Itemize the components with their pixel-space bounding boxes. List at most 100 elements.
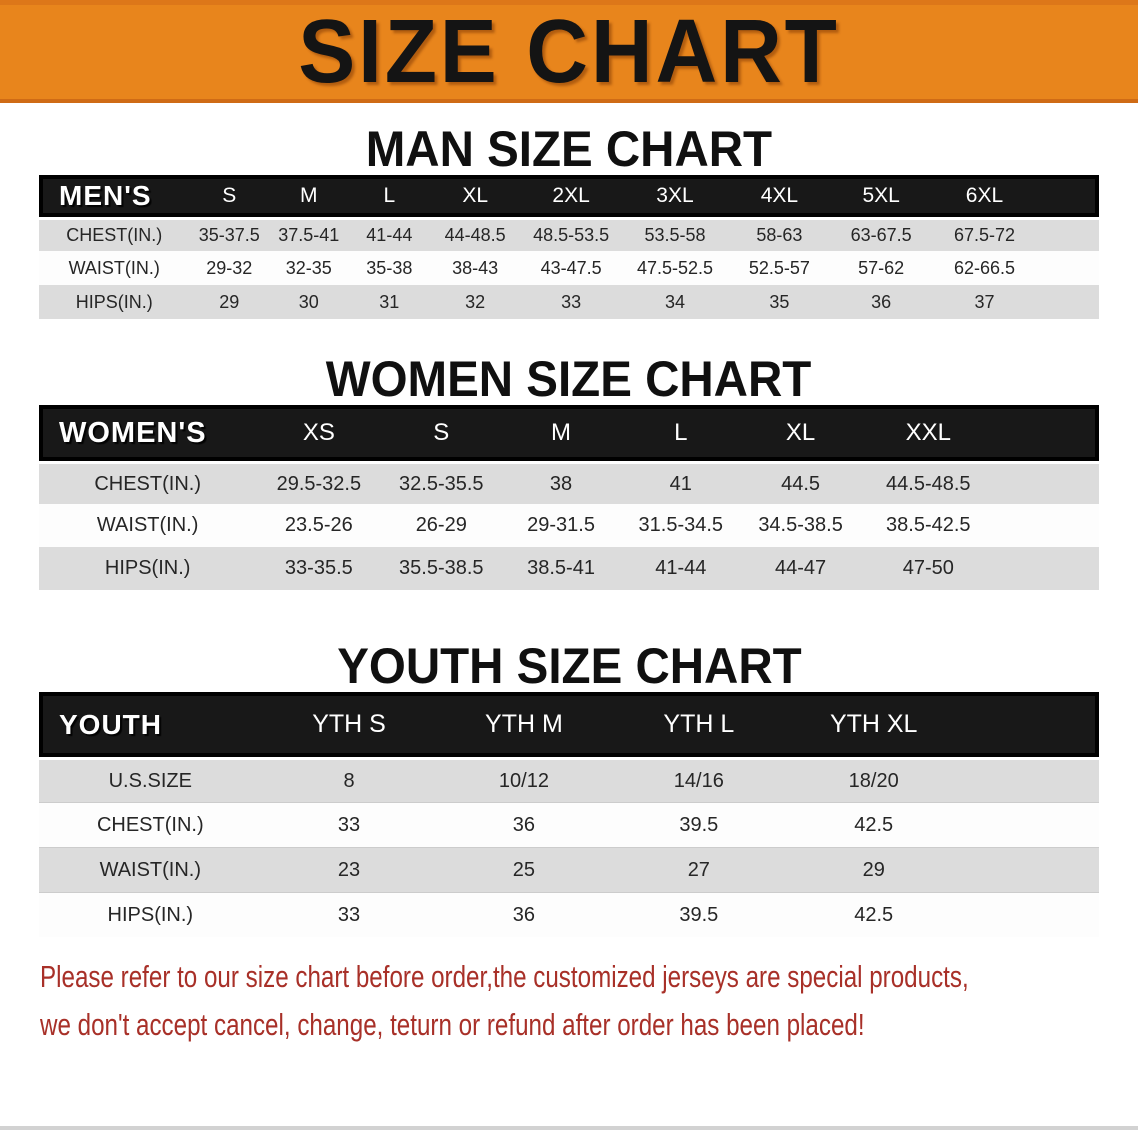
row-label: WAIST(IN.) xyxy=(39,504,257,547)
table-cell: 47-50 xyxy=(860,547,997,590)
youth-ussize-row: U.S.SIZE 8 10/12 14/16 18/20 xyxy=(39,757,1099,802)
row-label: CHEST(IN.) xyxy=(39,217,190,251)
youth-col-header: YTH S xyxy=(261,692,437,757)
table-cell: 57-62 xyxy=(830,251,932,285)
row-label: HIPS(IN.) xyxy=(39,547,257,590)
table-cell: 34 xyxy=(621,285,728,319)
table-cell: 27 xyxy=(611,847,787,892)
men-col-header: 6XL xyxy=(931,175,1038,217)
women-col-header: XXL xyxy=(860,405,997,461)
men-col-header: L xyxy=(348,175,431,217)
spacer-cell xyxy=(1037,217,1099,251)
table-cell: 33 xyxy=(261,892,437,937)
bottom-edge-strip xyxy=(0,1126,1138,1130)
women-col-header: S xyxy=(381,405,502,461)
women-col-header: L xyxy=(620,405,741,461)
spacer-cell xyxy=(1037,251,1099,285)
table-cell: 41-44 xyxy=(348,217,431,251)
youth-header-row: YOUTH YTH S YTH M YTH L YTH XL xyxy=(39,692,1099,757)
women-col-header: XL xyxy=(740,405,861,461)
table-cell: 42.5 xyxy=(786,892,962,937)
table-cell: 36 xyxy=(436,892,612,937)
women-section-heading: WOMEN SIZE CHART xyxy=(0,353,1138,405)
women-header-row: WOMEN'S XS S M L XL XXL xyxy=(39,405,1099,461)
youth-heading-text: YOUTH SIZE CHART xyxy=(336,638,802,694)
table-cell: 33 xyxy=(261,802,437,847)
table-cell: 29 xyxy=(786,847,962,892)
table-cell: 41 xyxy=(620,461,741,504)
youth-hips-row: HIPS(IN.) 33 36 39.5 42.5 xyxy=(39,892,1099,937)
women-chest-row: CHEST(IN.) 29.5-32.5 32.5-35.5 38 41 44.… xyxy=(39,461,1099,504)
men-section-heading: MAN SIZE CHART xyxy=(0,123,1138,175)
men-col-header: 3XL xyxy=(621,175,728,217)
table-cell: 30 xyxy=(269,285,349,319)
men-col-header: 5XL xyxy=(830,175,932,217)
women-size-table: WOMEN'S XS S M L XL XXL CHEST(IN.) 29.5-… xyxy=(39,405,1099,590)
women-col-header: M xyxy=(501,405,621,461)
women-table-label: WOMEN'S xyxy=(39,405,257,461)
youth-section-heading: YOUTH SIZE CHART xyxy=(0,640,1138,692)
table-cell: 53.5-58 xyxy=(621,217,728,251)
row-label: CHEST(IN.) xyxy=(39,461,257,504)
table-cell: 42.5 xyxy=(786,802,962,847)
table-cell: 31.5-34.5 xyxy=(620,504,741,547)
men-col-header: M xyxy=(269,175,349,217)
banner-title: SIZE CHART xyxy=(298,2,840,102)
row-label: WAIST(IN.) xyxy=(39,847,262,892)
table-cell: 43-47.5 xyxy=(520,251,622,285)
spacer-cell xyxy=(996,461,1099,504)
spacer-cell xyxy=(961,847,1099,892)
men-heading-text: MAN SIZE CHART xyxy=(365,121,773,177)
table-cell: 29.5-32.5 xyxy=(256,461,382,504)
youth-col-header: YTH M xyxy=(436,692,612,757)
youth-col-header: YTH XL xyxy=(786,692,962,757)
table-cell: 36 xyxy=(830,285,932,319)
table-cell: 8 xyxy=(261,757,437,802)
table-cell: 37.5-41 xyxy=(269,217,349,251)
table-cell: 39.5 xyxy=(611,892,787,937)
table-cell: 39.5 xyxy=(611,802,787,847)
row-label: WAIST(IN.) xyxy=(39,251,190,285)
youth-size-table: YOUTH YTH S YTH M YTH L YTH XL U.S.SIZE … xyxy=(39,692,1099,937)
women-col-header: XS xyxy=(256,405,382,461)
men-size-table: MEN'S S M L XL 2XL 3XL 4XL 5XL 6XL CHEST… xyxy=(39,175,1099,319)
disclaimer-line-2: we don't accept cancel, change, teturn o… xyxy=(40,1007,865,1042)
table-cell: 38-43 xyxy=(430,251,521,285)
table-cell: 29-32 xyxy=(189,251,270,285)
table-cell: 47.5-52.5 xyxy=(621,251,728,285)
table-cell: 23 xyxy=(261,847,437,892)
table-cell: 35-37.5 xyxy=(189,217,270,251)
table-cell: 18/20 xyxy=(786,757,962,802)
table-cell: 31 xyxy=(348,285,431,319)
table-cell: 44.5-48.5 xyxy=(860,461,997,504)
table-cell: 41-44 xyxy=(620,547,741,590)
women-heading-text: WOMEN SIZE CHART xyxy=(326,351,812,407)
men-waist-row: WAIST(IN.) 29-32 32-35 35-38 38-43 43-47… xyxy=(39,251,1099,285)
table-cell: 25 xyxy=(436,847,612,892)
table-cell: 37 xyxy=(931,285,1038,319)
row-label: U.S.SIZE xyxy=(39,757,262,802)
table-cell: 35 xyxy=(727,285,831,319)
table-cell: 44-47 xyxy=(740,547,861,590)
spacer-cell xyxy=(961,692,1099,757)
men-hips-row: HIPS(IN.) 29 30 31 32 33 34 35 36 37 xyxy=(39,285,1099,319)
table-cell: 32 xyxy=(430,285,521,319)
men-table-label: MEN'S xyxy=(39,175,190,217)
table-cell: 44.5 xyxy=(740,461,861,504)
spacer-cell xyxy=(961,757,1099,802)
spacer-cell xyxy=(961,802,1099,847)
row-label: HIPS(IN.) xyxy=(39,285,190,319)
men-col-header: 4XL xyxy=(727,175,831,217)
disclaimer: Please refer to our size chart before or… xyxy=(0,953,1138,1049)
spacer-cell xyxy=(996,504,1099,547)
spacer-cell xyxy=(996,405,1099,461)
table-cell: 63-67.5 xyxy=(830,217,932,251)
women-waist-row: WAIST(IN.) 23.5-26 26-29 29-31.5 31.5-34… xyxy=(39,504,1099,547)
table-cell: 10/12 xyxy=(436,757,612,802)
youth-col-header: YTH L xyxy=(611,692,787,757)
table-cell: 44-48.5 xyxy=(430,217,521,251)
men-col-header: XL xyxy=(430,175,521,217)
women-hips-row: HIPS(IN.) 33-35.5 35.5-38.5 38.5-41 41-4… xyxy=(39,547,1099,590)
youth-chest-row: CHEST(IN.) 33 36 39.5 42.5 xyxy=(39,802,1099,847)
